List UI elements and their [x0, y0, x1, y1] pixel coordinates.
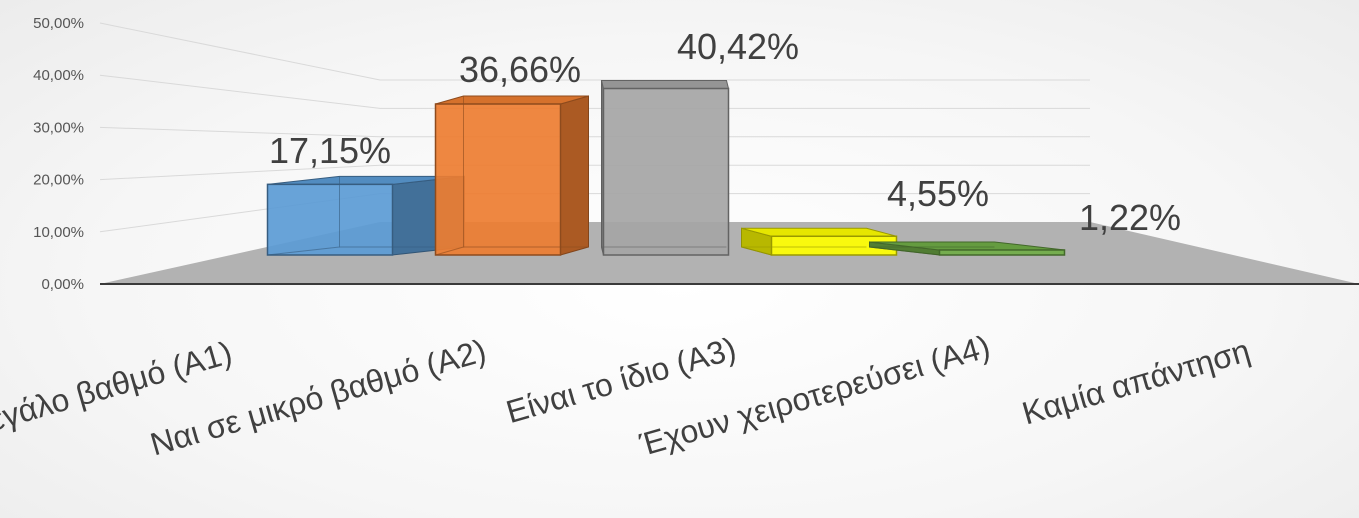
bar-edge: [869, 246, 940, 256]
y-tick-label: 50,00%: [33, 15, 84, 32]
data-label: 36,66%: [459, 49, 581, 90]
bar-front: [602, 87, 730, 256]
bar-edge: [435, 246, 464, 256]
chart-bars: [266, 80, 1066, 256]
bar-side: [560, 95, 589, 256]
gridline: [99, 74, 1090, 109]
category-label: Ναι σε μεγάλο βαθμό (Α1): [0, 334, 236, 471]
bar-front: [938, 249, 1066, 256]
bar: [600, 80, 730, 256]
data-label: 40,42%: [677, 26, 799, 67]
bar-top: [435, 95, 589, 105]
bar: [869, 241, 1066, 256]
gridline: [99, 126, 1090, 138]
y-tick-label: 10,00%: [33, 224, 84, 241]
bar-edge: [601, 246, 604, 256]
y-tick-label: 30,00%: [33, 119, 84, 136]
bar-front: [434, 103, 562, 256]
gridline: [99, 22, 1090, 81]
y-tick-label: 20,00%: [33, 172, 84, 189]
category-labels: Ναι σε μεγάλο βαθμό (Α1)Ναι σε μικρό βαθ…: [0, 328, 1254, 471]
y-tick-label: 0,00%: [41, 276, 84, 293]
data-label: 17,15%: [269, 130, 391, 171]
bar: [741, 227, 898, 256]
gridline: [99, 164, 1090, 181]
bar-top: [600, 80, 730, 90]
bar-edge: [267, 246, 340, 256]
y-axis-tick-labels: 0,00% 10,00% 20,00% 30,00% 40,00% 50,00%: [33, 15, 84, 293]
bar: [434, 95, 589, 256]
data-label: 4,55%: [887, 173, 989, 214]
category-label: Καμία απάντηση: [1018, 332, 1254, 431]
data-label: 1,22%: [1079, 197, 1181, 238]
y-tick-label: 40,00%: [33, 67, 84, 84]
bar-edge: [741, 246, 772, 256]
data-labels: 17,15% 36,66% 40,42% 4,55% 1,22%: [269, 26, 1181, 238]
bar-front: [266, 183, 394, 256]
